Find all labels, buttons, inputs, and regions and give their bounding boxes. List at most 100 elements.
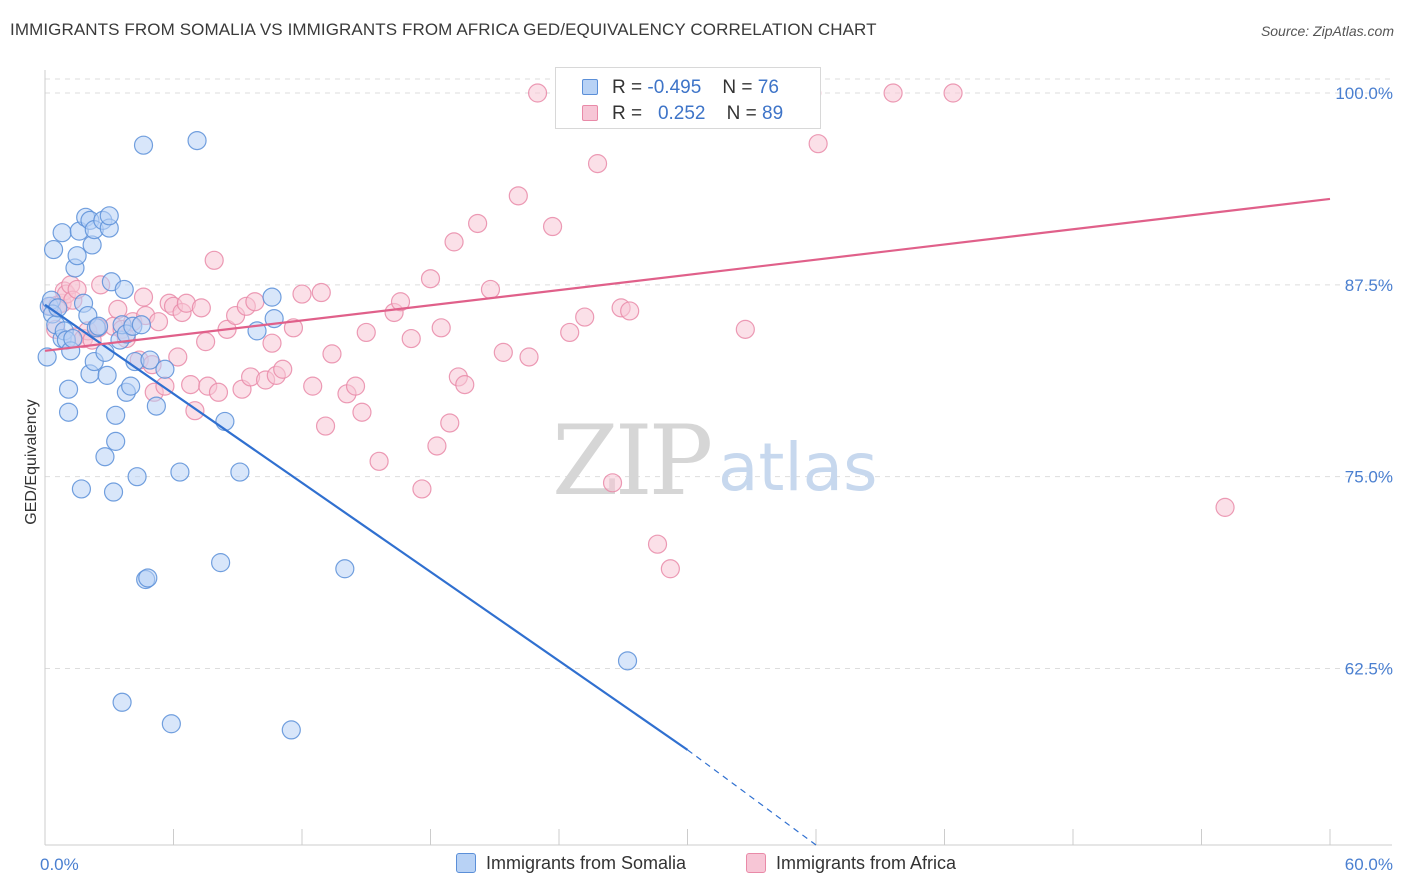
africa-point-72	[480, 279, 501, 300]
legend-text-somalia: R = -0.495 N = 76	[612, 77, 779, 99]
africa-point-87	[735, 319, 755, 339]
somalia-point-67	[617, 651, 638, 671]
africa-point-63	[412, 479, 432, 499]
series-name-africa: Immigrants from Africa	[776, 853, 957, 873]
africa-point-78	[560, 322, 580, 343]
somalia-point-66	[335, 559, 355, 579]
somalia-point-61	[230, 462, 250, 482]
africa-point-74	[508, 186, 528, 206]
africa-point-37	[204, 250, 224, 270]
africa-point-51	[303, 376, 323, 396]
somalia-point-50	[133, 135, 154, 155]
x-tick-label-max: 60.0%	[1345, 855, 1393, 874]
somalia-trend-line	[44, 303, 689, 751]
africa-point-92	[943, 83, 963, 103]
somalia-point-36	[103, 482, 124, 502]
africa-point-53	[315, 416, 336, 436]
somalia-point-59	[211, 553, 231, 573]
series-swatch-somalia	[456, 853, 476, 873]
legend-r-value-africa: 0.252	[657, 103, 706, 124]
africa-point-70	[455, 375, 475, 395]
africa-point-56	[345, 376, 366, 396]
somalia-point-63	[262, 287, 282, 307]
somalia-point-65	[281, 720, 301, 740]
africa-point-67	[440, 413, 460, 433]
africa-point-32	[181, 375, 201, 395]
y-tick-label-1: 75.0%	[1345, 468, 1393, 487]
africa-point-84	[620, 301, 640, 321]
axes	[44, 70, 1392, 846]
africa-point-29	[168, 347, 188, 367]
watermark-zip: ZIP	[552, 405, 711, 517]
trend-lines	[44, 197, 1331, 846]
somalia-point-57	[170, 462, 190, 482]
somalia-point-54	[146, 396, 166, 416]
somalia-point-8	[52, 223, 72, 243]
africa-point-81	[587, 154, 608, 174]
legend-r-label: R =	[612, 103, 643, 124]
africa-point-46	[262, 333, 282, 353]
africa-point-73	[493, 342, 513, 362]
somalia-point-14	[63, 328, 83, 349]
africa-point-61	[390, 292, 411, 312]
africa-point-65	[427, 436, 447, 456]
africa-point-66	[431, 318, 451, 338]
africa-point-57	[352, 402, 372, 422]
legend-n-value-somalia: 76	[757, 77, 779, 98]
africa-point-59	[369, 451, 389, 471]
africa-point-21	[133, 287, 154, 307]
watermark: ZIP atlas	[552, 405, 878, 517]
africa-point-93	[1215, 497, 1235, 517]
africa-point-54	[322, 344, 342, 364]
x-tick-label-min: 0.0%	[40, 855, 79, 874]
somalia-point-45	[121, 376, 141, 396]
somalia-point-28	[88, 316, 109, 336]
somalia-point-0	[37, 347, 57, 367]
africa-point-91	[883, 83, 903, 103]
africa-point-49	[283, 318, 304, 338]
africa-point-64	[420, 269, 441, 289]
legend-n-value-africa: 89	[762, 103, 784, 124]
somalia-point-16	[67, 246, 87, 266]
africa-point-35	[196, 332, 216, 352]
africa-point-48	[273, 359, 293, 379]
africa-point-82	[602, 473, 623, 493]
africa-point-44	[245, 292, 265, 312]
africa-point-90	[808, 134, 828, 154]
legend-r-label: R =	[612, 77, 643, 98]
somalia-point-48	[127, 467, 147, 487]
series-swatch-africa	[746, 853, 766, 873]
africa-point-68	[444, 232, 464, 252]
africa-point-34	[191, 298, 211, 318]
y-axis-label: GED/Equivalency	[23, 399, 40, 524]
chart-title: IMMIGRANTS FROM SOMALIA VS IMMIGRANTS FR…	[10, 20, 877, 39]
africa-point-71	[468, 213, 488, 234]
legend-n-label: N =	[726, 103, 757, 124]
somalia-point-18	[71, 479, 92, 499]
somalia-point-56	[161, 714, 181, 734]
chart-source: Source: ZipAtlas.com	[1260, 23, 1394, 39]
africa-point-85	[647, 534, 668, 554]
africa-point-77	[542, 216, 563, 237]
series-name-somalia: Immigrants from Somalia	[486, 853, 687, 873]
y-tick-labels: 62.5% 75.0% 87.5% 100.0%	[1335, 84, 1393, 678]
somalia-point-58	[187, 130, 207, 151]
legend-r-value-somalia: -0.495	[647, 77, 702, 98]
africa-point-75	[519, 347, 539, 367]
africa-point-62	[401, 328, 421, 349]
somalia-point-32	[97, 365, 117, 385]
somalia-point-60	[215, 411, 235, 432]
africa-point-52	[311, 282, 331, 303]
africa-point-58	[356, 322, 376, 343]
somalia-point-52	[138, 568, 158, 588]
legend-swatch-africa	[582, 105, 598, 121]
somalia-points	[37, 130, 638, 740]
somalia-point-42	[114, 279, 134, 300]
africa-point-86	[660, 559, 680, 579]
africa-point-38	[208, 382, 229, 402]
y-tick-label-2: 87.5%	[1345, 276, 1393, 295]
somalia-point-38	[106, 405, 126, 425]
africa-point-80	[575, 307, 595, 327]
somalia-point-37	[106, 431, 126, 451]
somalia-point-4	[43, 239, 64, 260]
